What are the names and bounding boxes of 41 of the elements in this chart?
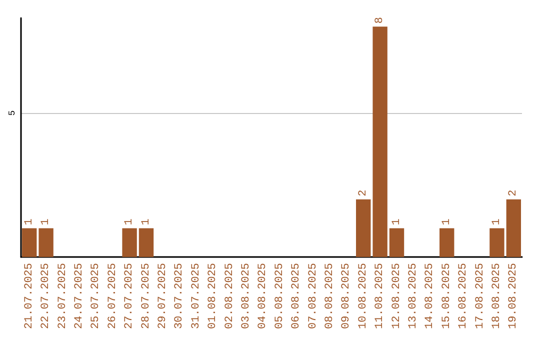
x-tick-label: 26.07.2025 <box>106 262 119 330</box>
x-tick-label: 10.08.2025 <box>357 262 370 330</box>
x-tick-label: 06.08.2025 <box>290 262 303 330</box>
x-tick-label: 21.07.2025 <box>23 262 36 330</box>
x-tick-label: 02.08.2025 <box>224 262 236 330</box>
data-label: 1 <box>140 218 152 226</box>
x-tick-label: 07.08.2025 <box>307 262 320 330</box>
data-label: 1 <box>440 218 453 226</box>
x-tick-label: 19.08.2025 <box>508 262 520 330</box>
x-tick-label: 29.07.2025 <box>156 262 169 330</box>
x-tick-label: 12.08.2025 <box>390 262 403 330</box>
x-tick-label: 03.08.2025 <box>240 262 252 330</box>
x-tick-label: 23.07.2025 <box>56 262 69 330</box>
y-tick-label: 5 <box>8 110 18 116</box>
x-tick-label: 27.07.2025 <box>124 262 136 330</box>
data-label: 1 <box>124 218 136 226</box>
data-label: 1 <box>490 218 503 226</box>
x-tick-label: 08.08.2025 <box>324 262 336 330</box>
x-tick-label: 17.08.2025 <box>474 262 486 330</box>
x-tick-label: 25.07.2025 <box>90 262 102 330</box>
x-tick-label: 24.07.2025 <box>73 262 86 330</box>
x-tick-label: 13.08.2025 <box>407 262 420 330</box>
data-label: 2 <box>508 190 520 196</box>
x-tick-label: 30.07.2025 <box>174 262 186 330</box>
x-tick-label: 16.08.2025 <box>458 262 470 330</box>
x-tick-label: 22.07.2025 <box>40 262 52 330</box>
x-tick-label: 05.08.2025 <box>274 262 286 330</box>
data-label: 1 <box>40 218 52 226</box>
x-tick-label: 31.07.2025 <box>190 262 202 330</box>
x-tick-label: 09.08.2025 <box>340 262 353 330</box>
x-tick-label: 01.08.2025 <box>207 262 220 330</box>
data-label: 1 <box>390 218 403 226</box>
x-tick-label: 15.08.2025 <box>440 262 453 330</box>
data-label: 8 <box>374 17 386 24</box>
x-tick-label: 11.08.2025 <box>374 262 386 330</box>
x-tick-label: 04.08.2025 <box>257 262 270 330</box>
x-tick-label: 14.08.2025 <box>424 262 436 330</box>
x-tick-label: 18.08.2025 <box>490 262 503 330</box>
data-label: 1 <box>23 218 36 226</box>
data-label: 2 <box>357 190 370 196</box>
x-tick-label: 28.07.2025 <box>140 262 152 330</box>
